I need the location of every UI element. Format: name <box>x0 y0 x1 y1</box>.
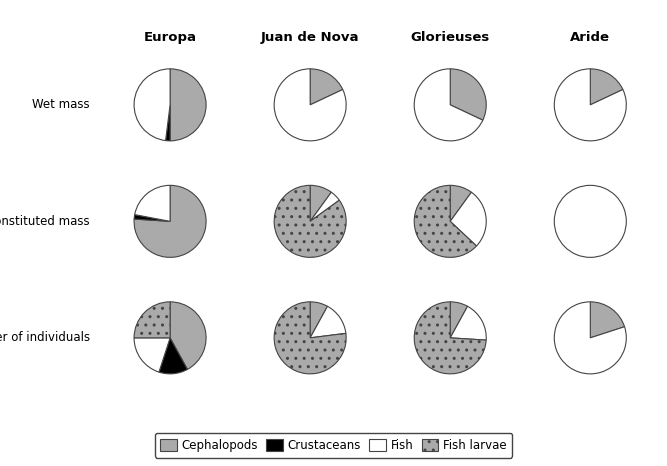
Wedge shape <box>310 185 331 221</box>
Wedge shape <box>134 215 170 221</box>
Wedge shape <box>450 302 468 338</box>
Wedge shape <box>554 69 626 141</box>
Legend: Cephalopods, Crustaceans, Fish, Fish larvae: Cephalopods, Crustaceans, Fish, Fish lar… <box>155 433 512 458</box>
Wedge shape <box>165 105 170 141</box>
Wedge shape <box>159 338 187 374</box>
Wedge shape <box>554 185 626 257</box>
Wedge shape <box>170 69 206 141</box>
Wedge shape <box>590 302 624 338</box>
Text: Europa: Europa <box>143 31 197 44</box>
Text: Number of individuals: Number of individuals <box>0 331 90 344</box>
Wedge shape <box>414 302 486 374</box>
Wedge shape <box>135 185 170 221</box>
Wedge shape <box>310 302 327 338</box>
Text: Aride: Aride <box>570 31 610 44</box>
Text: Juan de Nova: Juan de Nova <box>261 31 360 44</box>
Wedge shape <box>134 185 206 257</box>
Wedge shape <box>134 69 170 141</box>
Wedge shape <box>274 185 346 257</box>
Wedge shape <box>414 69 483 141</box>
Wedge shape <box>134 302 170 338</box>
Wedge shape <box>134 338 170 372</box>
Wedge shape <box>590 69 623 105</box>
Wedge shape <box>450 69 486 120</box>
Text: Reconstituted mass: Reconstituted mass <box>0 215 90 228</box>
Wedge shape <box>554 302 626 374</box>
Wedge shape <box>450 185 472 221</box>
Text: Glorieuses: Glorieuses <box>411 31 490 44</box>
Wedge shape <box>310 69 343 105</box>
Wedge shape <box>414 185 476 257</box>
Wedge shape <box>170 302 206 370</box>
Wedge shape <box>274 69 346 141</box>
Wedge shape <box>310 306 346 338</box>
Text: Wet mass: Wet mass <box>33 98 90 111</box>
Wedge shape <box>450 192 486 246</box>
Wedge shape <box>450 306 486 340</box>
Wedge shape <box>274 302 346 374</box>
Wedge shape <box>310 192 340 221</box>
